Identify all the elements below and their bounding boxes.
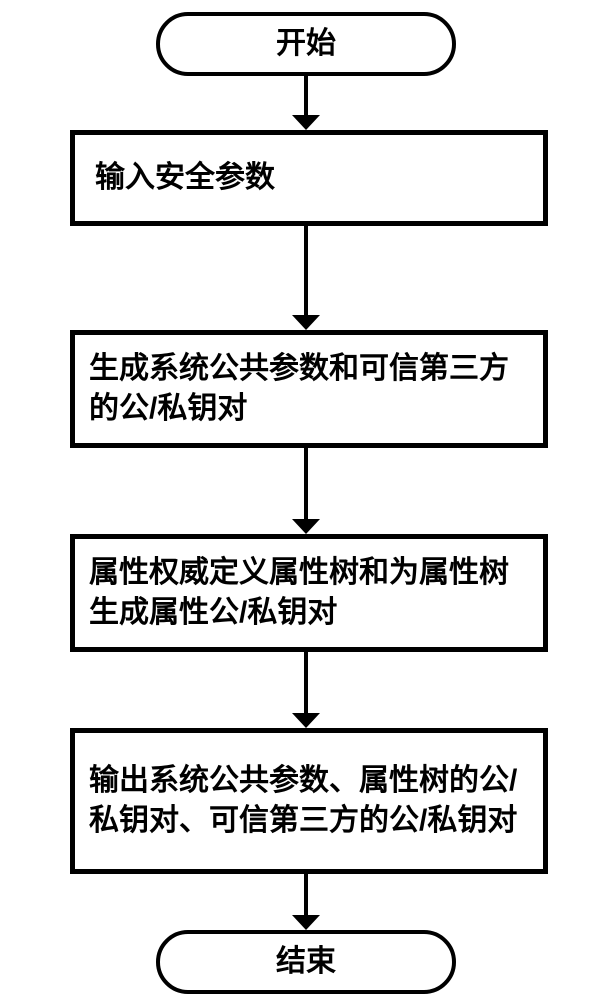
arrow-step2-to-step3: [290, 448, 322, 534]
arrow-start-to-step1: [290, 76, 322, 130]
end-label: 结束: [276, 942, 336, 983]
end-terminator: 结束: [156, 930, 456, 994]
process-step-3-label: 属性权威定义属性树和为属性树生成属性公/私钥对: [89, 553, 533, 634]
process-step-4: 输出系统公共参数、属性树的公/私钥对、可信第三方的公/私钥对: [70, 728, 548, 874]
arrow-step1-to-step2: [290, 226, 322, 330]
arrow-step4-to-end: [290, 874, 322, 930]
start-terminator: 开始: [156, 12, 456, 76]
process-step-2: 生成系统公共参数和可信第三方的公/私钥对: [70, 330, 548, 448]
process-step-1-label: 输入安全参数: [95, 158, 275, 199]
process-step-4-label: 输出系统公共参数、属性树的公/私钥对、可信第三方的公/私钥对: [89, 761, 533, 842]
flowchart-canvas: 开始 输入安全参数 生成系统公共参数和可信第三方的公/私钥对 属性权威定义属性树…: [0, 0, 607, 1000]
start-label: 开始: [276, 24, 336, 65]
process-step-1: 输入安全参数: [70, 130, 548, 226]
process-step-3: 属性权威定义属性树和为属性树生成属性公/私钥对: [70, 534, 548, 652]
arrow-step3-to-step4: [290, 652, 322, 728]
process-step-2-label: 生成系统公共参数和可信第三方的公/私钥对: [89, 349, 533, 430]
